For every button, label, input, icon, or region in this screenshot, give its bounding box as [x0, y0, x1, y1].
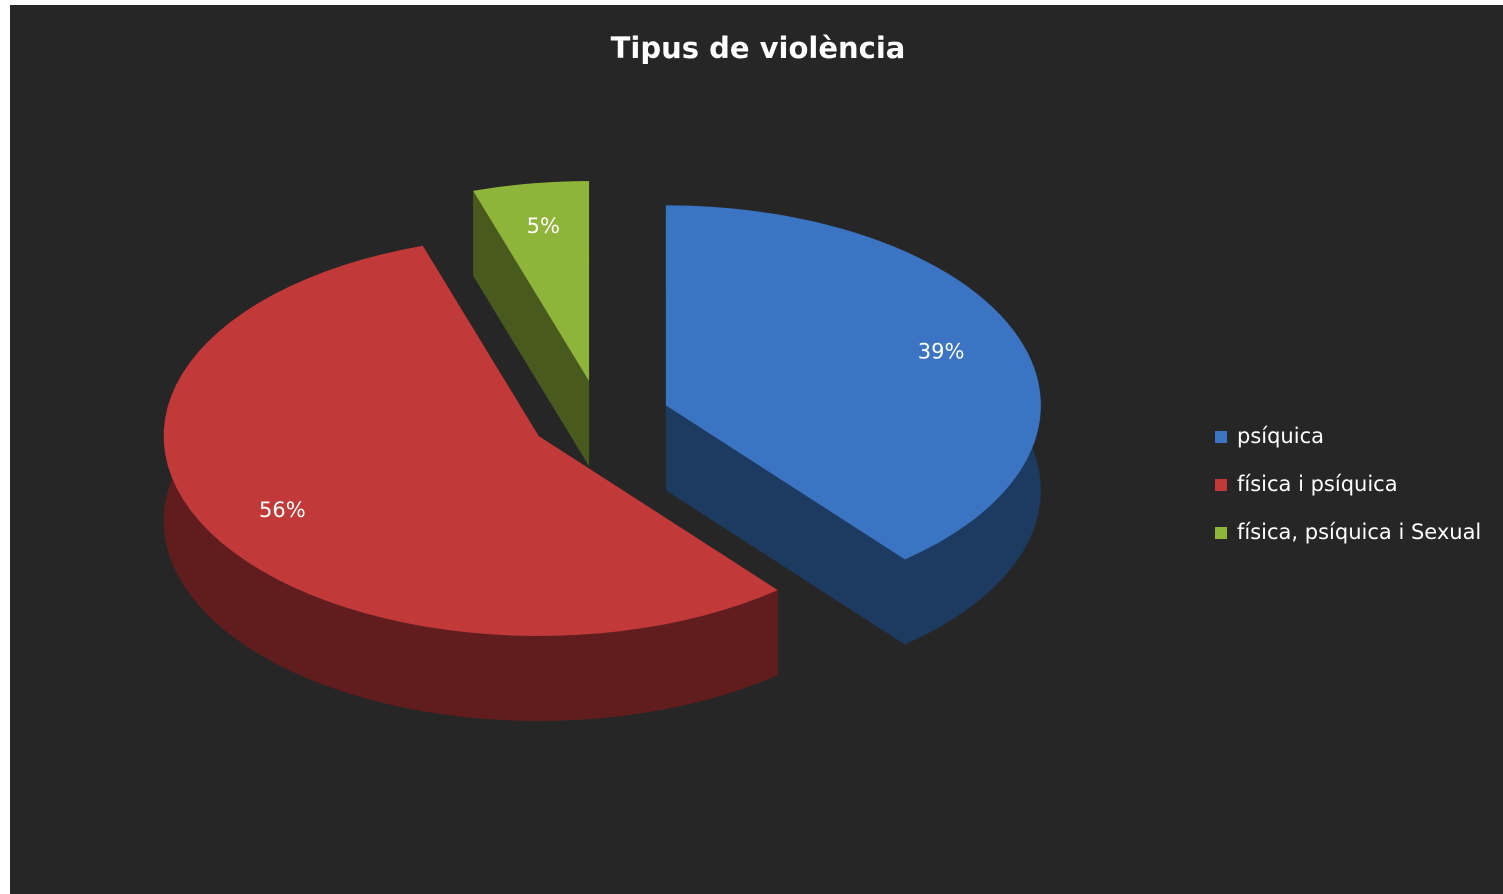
legend-label: física i psíquica — [1237, 472, 1398, 496]
legend-label: psíquica — [1237, 424, 1324, 448]
slice — [473, 181, 590, 382]
data-label: 5% — [527, 214, 560, 238]
data-label: 56% — [259, 498, 306, 522]
legend-label: física, psíquica i Sexual — [1237, 520, 1481, 544]
chart-title: Tipus de violència — [611, 31, 906, 65]
legend-swatch — [1215, 527, 1227, 539]
legend-swatch — [1215, 479, 1227, 491]
slice — [163, 245, 778, 636]
legend-swatch — [1215, 431, 1227, 443]
data-label: 39% — [918, 340, 965, 364]
slice — [665, 205, 1041, 560]
slice-side — [163, 245, 778, 721]
slice-side — [665, 405, 905, 645]
